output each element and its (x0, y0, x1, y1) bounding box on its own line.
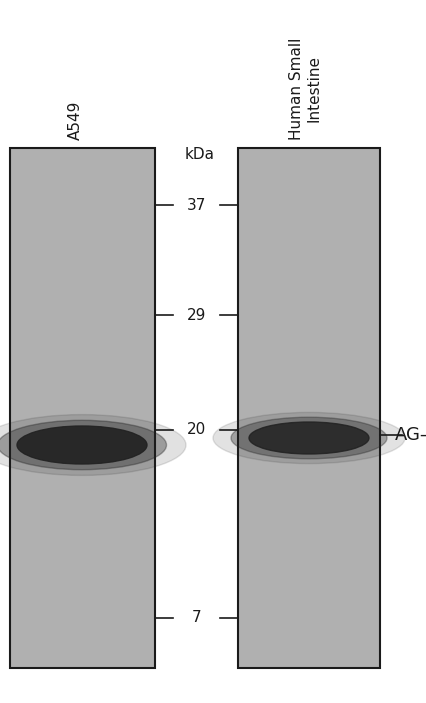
Text: A549: A549 (67, 101, 83, 140)
Ellipse shape (0, 415, 186, 475)
Bar (10, 148, 155, 668)
Text: AG–2: AG–2 (395, 426, 426, 444)
Bar (238, 148, 380, 668)
Text: kDa: kDa (185, 147, 215, 162)
Text: Human Small
Intestine: Human Small Intestine (289, 38, 321, 140)
Ellipse shape (0, 420, 167, 470)
Ellipse shape (231, 417, 387, 459)
Ellipse shape (249, 422, 369, 454)
Ellipse shape (17, 426, 147, 464)
Text: 20: 20 (187, 423, 207, 437)
Ellipse shape (213, 413, 405, 463)
Text: 7: 7 (192, 610, 202, 626)
Text: 37: 37 (187, 198, 207, 212)
Text: 29: 29 (187, 307, 207, 323)
